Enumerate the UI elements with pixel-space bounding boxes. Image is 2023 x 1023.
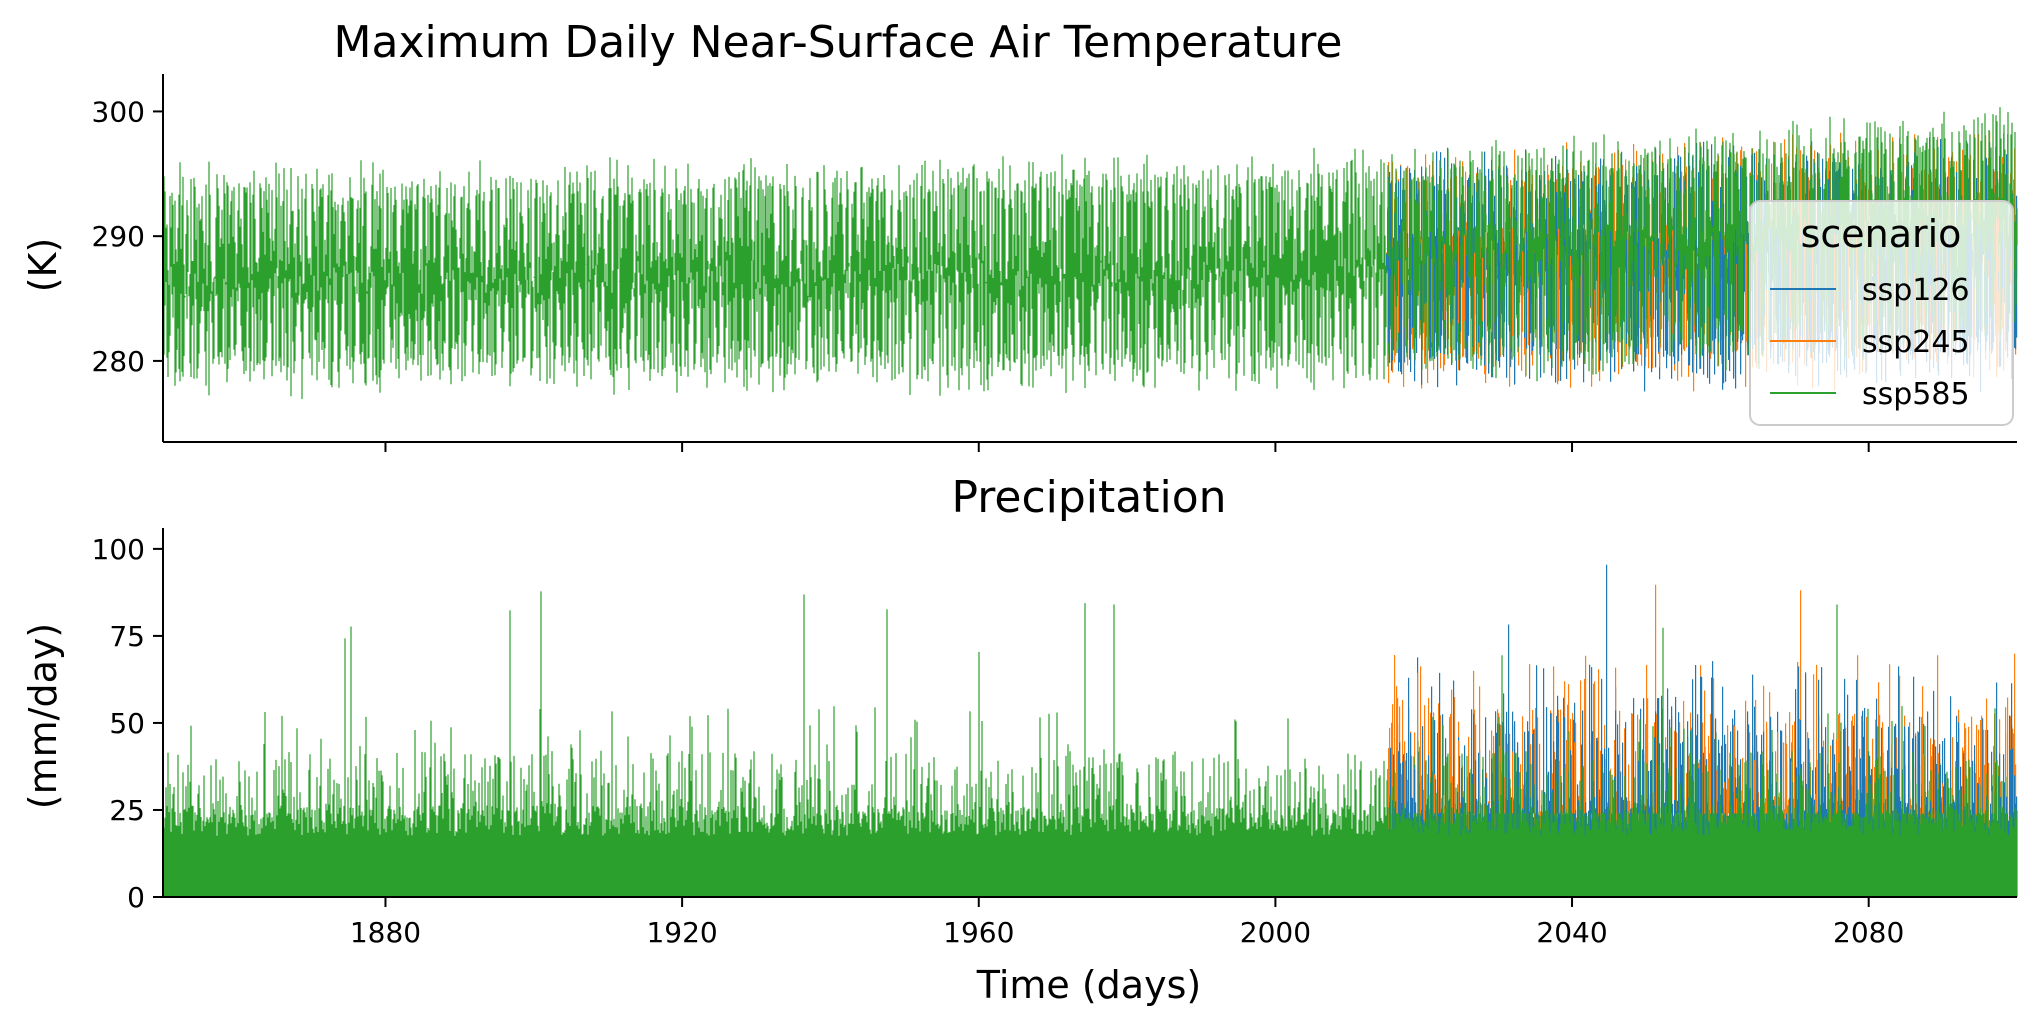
ytick-label: 75	[109, 620, 145, 653]
precipitation-title: Precipitation	[951, 472, 1226, 523]
ytick-label: 300	[92, 95, 145, 128]
series-overlay-ssp126	[1395, 664, 2013, 814]
xtick-label: 2000	[1240, 916, 1311, 949]
precipitation-panel: Precipitation (mm/day) 0 25 50 75 100 1880 19…	[21, 472, 2018, 1007]
temperature-title: Maximum Daily Near-Surface Air Temperatu…	[334, 17, 1343, 68]
series-overlay-ssp245	[1396, 664, 2009, 814]
ytick-label: 50	[109, 707, 145, 740]
legend-label-ssp126: ssp126	[1862, 273, 1970, 308]
ytick-label: 290	[92, 220, 145, 253]
series-base-ssp585	[163, 854, 2017, 897]
series-line-ssp585	[162, 107, 2018, 400]
temperature-panel: Maximum Daily Near-Surface Air Temperatu…	[21, 17, 2018, 452]
xtick-label: 2040	[1536, 916, 1607, 949]
temperature-series-group	[162, 107, 2018, 400]
precipitation-yaxis: 0 25 50 75 100	[92, 533, 163, 914]
temperature-xaxis	[384, 442, 1870, 452]
series-line-ssp585	[162, 591, 2018, 897]
precipitation-xaxis: 1880 1920 1960 2000 2040 2080	[350, 897, 1904, 949]
xtick-label: 1880	[350, 916, 421, 949]
xtick-label: 1960	[943, 916, 1014, 949]
legend-frame	[1749, 200, 2014, 426]
precipitation-series-group	[162, 564, 2018, 897]
legend-label-ssp585: ssp585	[1862, 377, 1970, 412]
ytick-label: 25	[109, 794, 145, 827]
temperature-yaxis: 280 290 300	[92, 95, 163, 378]
ytick-label: 100	[92, 533, 145, 566]
precipitation-ylabel: (mm/day)	[21, 623, 65, 809]
xtick-label: 2080	[1833, 916, 1904, 949]
ytick-label: 0	[127, 881, 145, 914]
ytick-label: 280	[92, 345, 145, 378]
legend-title: scenario	[1801, 212, 1962, 256]
precipitation-xlabel: Time (days)	[976, 963, 1201, 1007]
legend-label-ssp245: ssp245	[1862, 325, 1970, 360]
legend: scenario ssp126 ssp245 ssp585	[1749, 200, 2014, 426]
xtick-label: 1920	[646, 916, 717, 949]
temperature-ylabel: (K)	[21, 238, 65, 293]
